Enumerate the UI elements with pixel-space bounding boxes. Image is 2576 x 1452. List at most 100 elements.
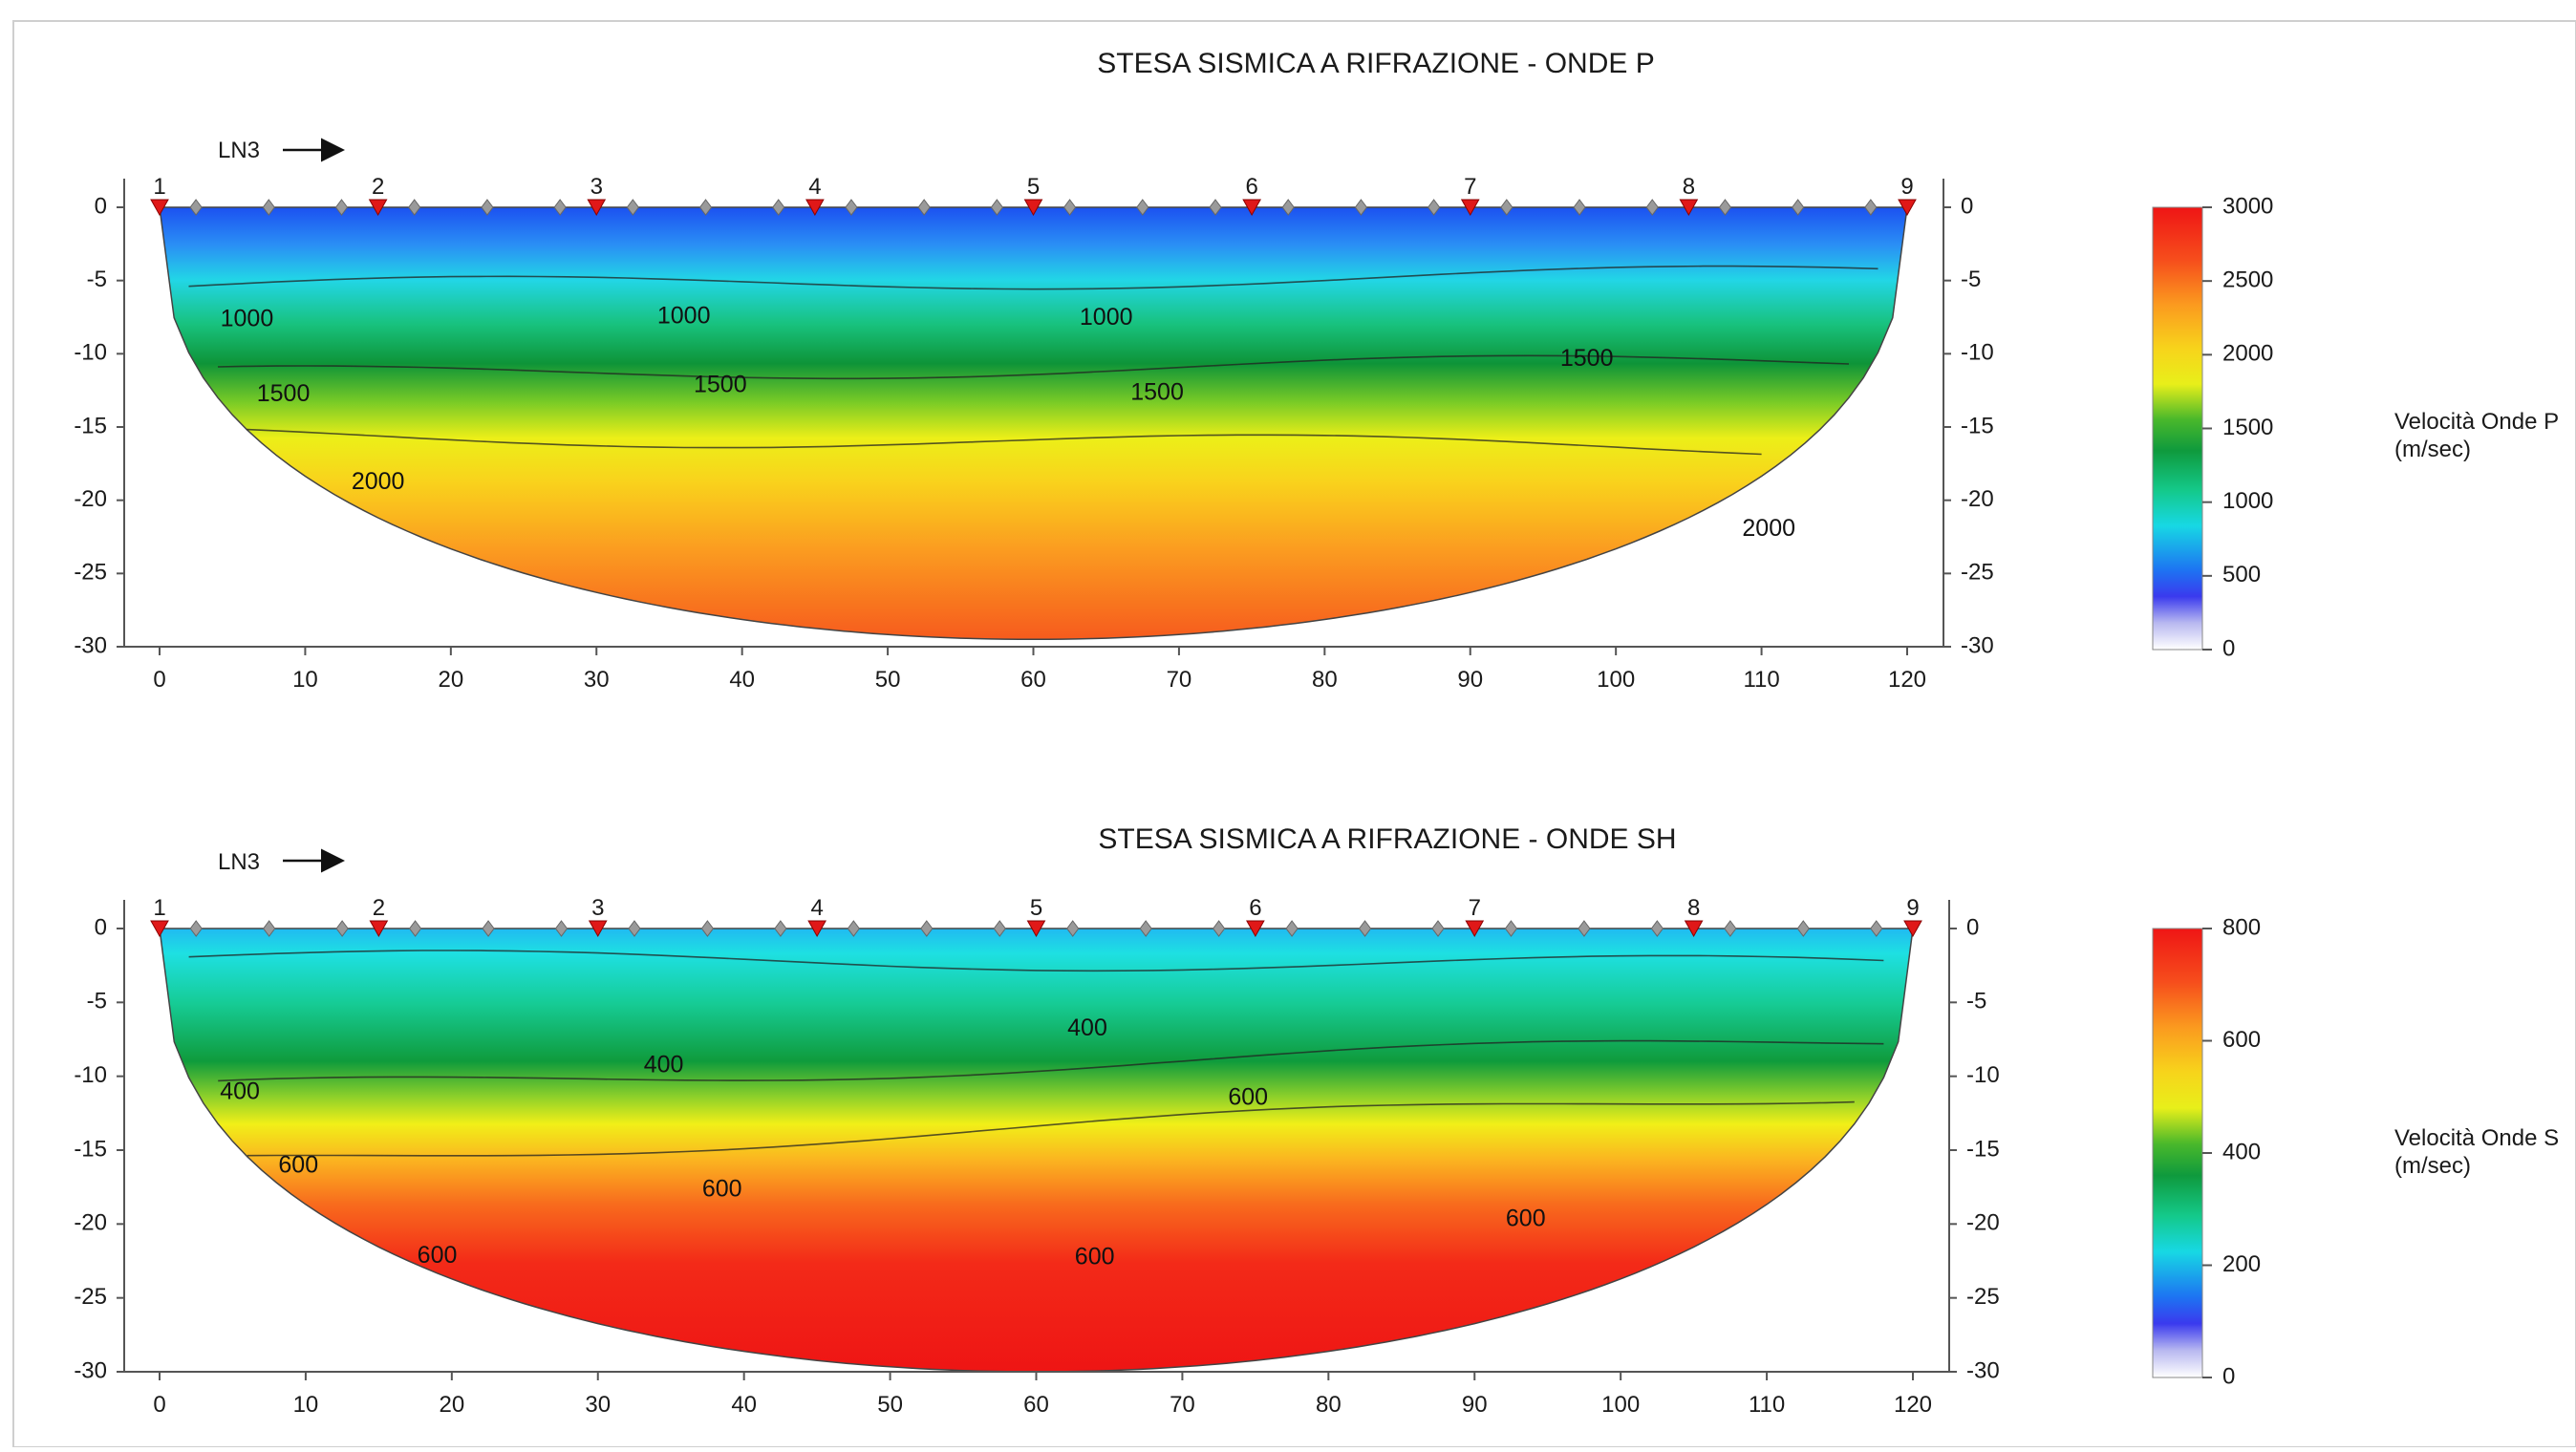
y-tick-label-left: -15 [74, 1136, 107, 1162]
y-tick-label-right: -5 [1966, 989, 1986, 1014]
shot-point-icon [1246, 920, 1265, 938]
x-tick-label: 20 [438, 667, 463, 693]
p-velocity-section [160, 207, 1907, 640]
geophone-icon [1285, 920, 1299, 937]
p-wave-panel: STESA SISMICA A RIFRAZIONE - ONDE P LN3 … [74, 48, 2559, 693]
geophone-icon [335, 920, 349, 937]
y-tick-label-left: -5 [87, 267, 107, 292]
sh-contour-lines [188, 950, 1884, 1157]
shot-label: 1 [153, 174, 165, 200]
geophone-icon [262, 199, 275, 216]
x-tick-label: 30 [585, 1392, 611, 1418]
y-tick-label-left: -30 [74, 1357, 107, 1383]
contour-label: 1000 [657, 303, 711, 330]
colorbar-tick-label: 0 [2222, 1363, 2235, 1389]
geophone-icon [920, 920, 934, 937]
shot-point-icon [1679, 199, 1699, 217]
geophone-icon [334, 199, 349, 216]
x-tick-label: 90 [1462, 1392, 1488, 1418]
geophone-icon [1796, 920, 1810, 937]
geophone-icon [1792, 199, 1805, 216]
shot-label: 5 [1027, 174, 1040, 200]
p-velocity-fill [160, 207, 1907, 640]
geophone-icon [263, 920, 276, 937]
y-tick-label-left: -20 [74, 486, 107, 512]
x-tick-label: 70 [1170, 1392, 1195, 1418]
colorbar-tick-label: 800 [2222, 914, 2261, 940]
contour-label: 600 [278, 1152, 318, 1179]
y-tick-label-right: -10 [1961, 340, 1994, 366]
contour-label: 1000 [221, 306, 274, 332]
y-tick-label-right: -20 [1966, 1210, 2000, 1236]
x-tick-label: 100 [1601, 1392, 1640, 1418]
geophone-icon [990, 199, 1004, 216]
contour-label: 400 [220, 1078, 260, 1104]
shot-point-icon [1898, 199, 1917, 217]
sh-colorbar-scale [2152, 928, 2203, 1378]
contour-label: 2000 [352, 468, 405, 495]
geophone-icon [1358, 920, 1372, 937]
contour-label: 400 [1067, 1014, 1107, 1041]
geophone-icon [1354, 199, 1368, 216]
x-tick-label: 100 [1597, 667, 1635, 693]
geophone-icon [408, 920, 422, 937]
shot-point-icon [805, 199, 825, 217]
geophone-icon [1209, 199, 1222, 216]
geophone-icon [1870, 920, 1883, 937]
geophone-icon [189, 199, 203, 216]
geophone-icon [1500, 199, 1513, 216]
geophone-icon [554, 920, 569, 937]
shot-label: 5 [1030, 895, 1042, 921]
contour-line-2000 [247, 428, 1762, 456]
shot-label: 7 [1464, 174, 1476, 200]
contour-label: 600 [1506, 1205, 1546, 1231]
sh-colorbar-label: Velocità Onde S [2394, 1125, 2559, 1151]
sh-velocity-section [160, 929, 1913, 1372]
y-tick-label-right: -20 [1961, 486, 1994, 512]
sh-contour-labels: 400 400 400 600 600 600 600 600 600 [220, 1014, 1545, 1270]
shot-label: 6 [1249, 895, 1261, 921]
x-tick-label: 60 [1020, 667, 1046, 693]
x-tick-label: 90 [1457, 667, 1483, 693]
contour-label: 1500 [1560, 345, 1614, 372]
y-tick-label-left: 0 [95, 914, 107, 940]
sh-velocity-fill [160, 929, 1913, 1372]
y-tick-label-left: 0 [95, 193, 107, 219]
geophone-icon [1724, 920, 1737, 937]
geophone-icon [774, 920, 787, 937]
geophone-icon [1864, 199, 1878, 216]
shot-point-icon [1684, 920, 1704, 938]
geophone-icon [553, 199, 567, 216]
shot-label: 2 [373, 895, 385, 921]
sh-colorbar: 800 600 400 200 0 Velocità Onde S (m/sec) [2152, 914, 2559, 1389]
y-tick-label-left: -20 [74, 1210, 107, 1236]
shot-label: 6 [1245, 174, 1257, 200]
y-tick-label-left: -15 [74, 413, 107, 438]
p-wave-title: STESA SISMICA A RIFRAZIONE - ONDE P [1097, 48, 1654, 79]
p-colorbar-scale [2152, 206, 2203, 651]
shot-label: 8 [1687, 895, 1700, 921]
geophone-icon [1428, 199, 1441, 216]
geophone-icon [626, 199, 639, 216]
y-tick-label-left: -30 [74, 632, 107, 658]
p-profile-label: LN3 [218, 138, 260, 163]
sh-wave-title: STESA SISMICA A RIFRAZIONE - ONDE SH [1098, 823, 1676, 855]
geophone-icon [1504, 920, 1518, 937]
contour-label: 600 [702, 1175, 742, 1202]
colorbar-tick-label: 600 [2222, 1027, 2261, 1053]
geophone-icon [1431, 920, 1445, 937]
colorbar-tick-label: 1000 [2222, 488, 2273, 514]
geophone-icon [1063, 199, 1077, 216]
geophone-icon [1578, 920, 1591, 937]
geophone-icon [1573, 199, 1586, 216]
colorbar-tick-label: 500 [2222, 562, 2261, 587]
contour-label: 1500 [1130, 378, 1184, 405]
x-tick-label: 30 [584, 667, 610, 693]
geophone-icon [993, 920, 1006, 937]
y-tick-label-left: -5 [87, 989, 107, 1014]
colorbar-tick-label: 2500 [2222, 267, 2273, 293]
shot-label: 3 [591, 895, 604, 921]
shot-point-icon [1903, 920, 1922, 938]
geophone-icon [1066, 920, 1080, 937]
